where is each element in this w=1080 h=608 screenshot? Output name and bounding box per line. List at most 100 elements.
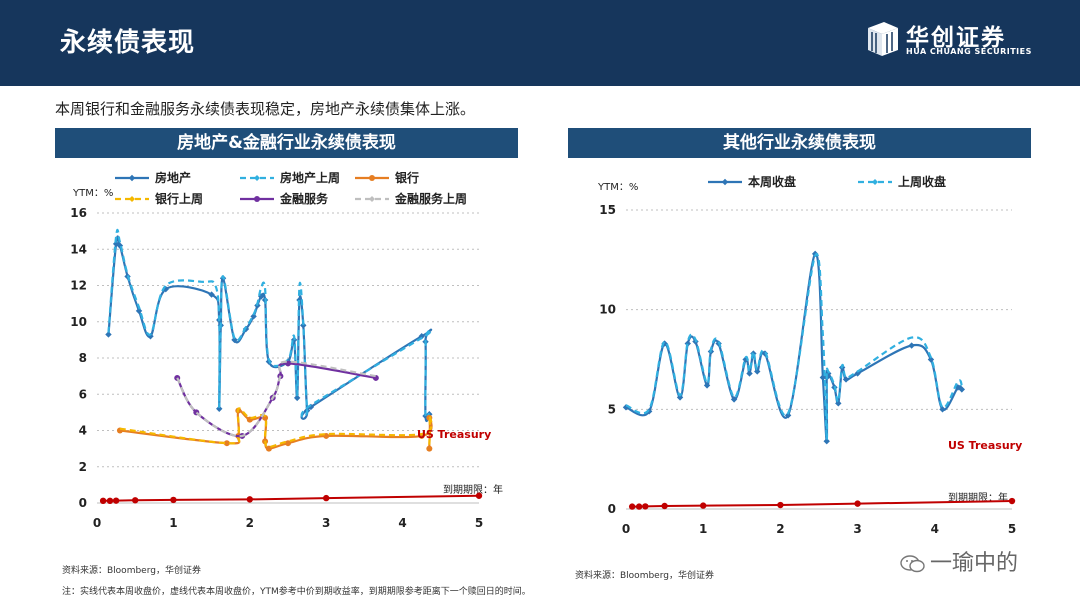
x-tick-label: 1 — [699, 522, 707, 536]
legend-marker — [254, 175, 260, 181]
legend-item: 房地产上周 — [240, 170, 340, 185]
y-tick-label: 0 — [79, 496, 87, 510]
data-point — [854, 500, 861, 507]
legend-item: 房地产 — [115, 170, 191, 185]
x-tick-label: 2 — [246, 516, 254, 530]
series-line — [119, 407, 433, 448]
data-point — [426, 445, 433, 452]
data-point — [323, 494, 330, 502]
logo-cube-icon — [868, 22, 898, 56]
y-tick-label: 0 — [608, 502, 616, 516]
x-tick-label: 0 — [93, 516, 101, 530]
watermark: 一瑜中的 — [900, 545, 1018, 577]
series-line — [625, 252, 963, 441]
data-point — [746, 370, 753, 377]
series-1 — [105, 235, 433, 422]
legend-label: 金融服务 — [279, 191, 329, 206]
legend-marker — [254, 196, 260, 202]
series-line — [119, 409, 433, 450]
series-7 — [99, 492, 483, 505]
y-tick-label: 15 — [599, 203, 616, 217]
y-tick-label: 5 — [608, 402, 616, 416]
data-point — [703, 382, 711, 389]
y-tick-label: 6 — [79, 387, 87, 401]
y-tick-label: 10 — [70, 315, 87, 329]
y-tick-label: 2 — [79, 460, 87, 474]
data-point — [262, 414, 269, 421]
data-point — [231, 336, 238, 344]
wechat-icon — [900, 555, 925, 573]
y-tick-label: 14 — [70, 242, 87, 256]
data-point — [254, 302, 261, 309]
series-5 — [174, 360, 379, 439]
x-tick-label: 3 — [853, 522, 861, 536]
watermark-text: 一瑜中的 — [930, 551, 1019, 576]
source-right: 资料来源：Bloomberg，华创证券 — [575, 571, 714, 581]
data-point — [475, 492, 483, 499]
x-tick-label: 5 — [475, 516, 483, 530]
logo: 华创证券 HUA CHUANG SECURITIES — [862, 20, 1032, 64]
series-line — [176, 360, 377, 438]
series-4 — [119, 407, 433, 448]
y-tick-label: 12 — [70, 279, 87, 293]
legend-marker — [129, 196, 135, 202]
data-point — [842, 376, 850, 383]
y-tick-label: 10 — [599, 303, 616, 317]
y-tick-label: 8 — [79, 351, 87, 365]
data-point — [106, 497, 114, 505]
legend-label: 金融服务上周 — [394, 191, 467, 206]
data-point — [216, 405, 223, 412]
x-tick-label: 4 — [398, 516, 406, 530]
data-point — [208, 291, 215, 298]
legend-label: 房地产上周 — [280, 170, 340, 185]
legend-label: 本周收盘 — [748, 174, 796, 189]
page-title: 永续债表现 — [60, 28, 196, 58]
data-point — [819, 374, 827, 381]
data-point — [265, 445, 272, 452]
legend-item: 金融服务 — [240, 191, 329, 206]
data-point — [147, 333, 154, 340]
series-3 — [628, 497, 1016, 510]
data-point — [105, 331, 112, 338]
legend-marker — [369, 175, 375, 181]
legend-item: 银行 — [355, 170, 419, 185]
legend-marker — [721, 178, 729, 186]
y-axis-label: YTM：% — [597, 182, 638, 193]
legend-label: 银行上周 — [155, 191, 203, 206]
legend-label: 银行 — [395, 170, 419, 185]
legend-marker — [128, 174, 136, 182]
x-tick-label: 3 — [322, 516, 330, 530]
source-left: 资料来源：Bloomberg，华创证券 — [62, 566, 201, 576]
x-tick-label: 5 — [1008, 522, 1016, 536]
y-axis-label: YTM：% — [72, 188, 113, 199]
series-line — [176, 362, 377, 438]
series-6 — [176, 360, 377, 438]
legend-item: 本周收盘 — [708, 174, 796, 189]
data-point — [99, 497, 107, 505]
series-1 — [622, 250, 966, 445]
x-tick-label: 0 — [622, 522, 630, 536]
x-tick-label: 2 — [776, 522, 784, 536]
data-point — [1008, 497, 1016, 505]
treasury-annotation: US Treasury — [948, 439, 1022, 452]
data-point — [246, 496, 253, 503]
legend-label: 房地产 — [155, 170, 191, 185]
data-point — [908, 342, 915, 349]
series-2 — [107, 228, 433, 421]
legend-marker — [872, 179, 878, 185]
data-point — [112, 497, 120, 504]
data-point — [135, 307, 143, 315]
data-point — [700, 502, 707, 509]
right-panel-title: 其他行业永续债表现 — [568, 128, 1031, 158]
data-point — [754, 368, 761, 375]
y-tick-label: 16 — [70, 206, 87, 220]
data-point — [642, 503, 649, 510]
legend-item: 上周收盘 — [858, 174, 946, 189]
data-point — [854, 370, 861, 377]
series-line — [103, 494, 480, 502]
data-point — [162, 285, 169, 293]
data-point — [835, 400, 842, 407]
series-2 — [625, 252, 963, 441]
